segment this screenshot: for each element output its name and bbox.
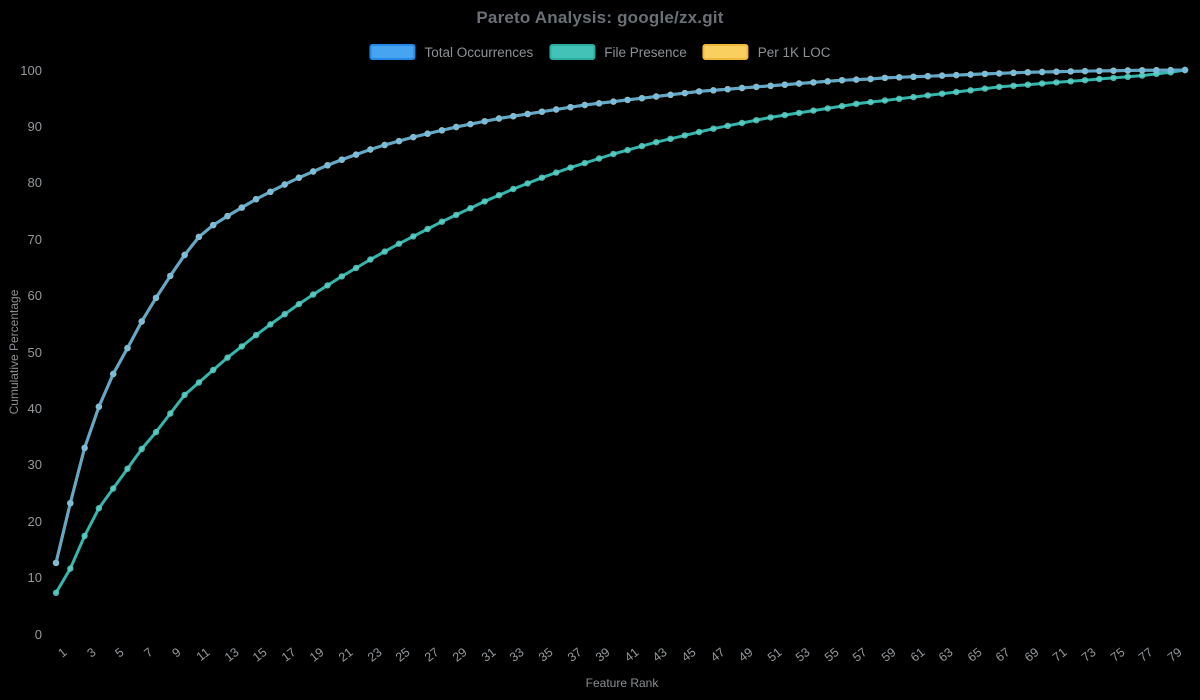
series-total-occurrences[interactable] [52, 66, 1189, 567]
series-per-1k-loc[interactable] [52, 66, 1189, 567]
y-tick-label: 40 [27, 400, 42, 416]
legend-swatch-icon [549, 44, 596, 60]
legend-item-label: File Presence [604, 44, 687, 60]
legend-item-file-presence[interactable]: File Presence [549, 44, 687, 60]
y-tick-label: 50 [27, 344, 42, 360]
y-tick-label: 30 [27, 457, 42, 473]
legend-item-per-1k-loc[interactable]: Per 1K LOC [702, 44, 831, 60]
legend-item-label: Total Occurrences [424, 44, 534, 60]
y-tick-label: 10 [27, 570, 42, 586]
chart-title: Pareto Analysis: google/zx.git [476, 8, 724, 27]
legend-item-label: Per 1K LOC [757, 44, 831, 60]
legend-swatch-icon [702, 44, 749, 60]
y-tick-label: 90 [27, 118, 42, 134]
y-tick-label: 70 [27, 231, 42, 247]
legend: Total Occurrences File Presence Per 1K L… [369, 44, 831, 60]
x-axis-title: Feature Rank [585, 676, 659, 690]
y-tick-label: 100 [20, 62, 42, 78]
legend-swatch-icon [369, 44, 416, 60]
legend-item-total-occurrences[interactable]: Total Occurrences [369, 44, 533, 60]
y-tick-label: 20 [27, 513, 42, 529]
series-file-presence[interactable] [52, 66, 1189, 596]
y-tick-label: 80 [27, 175, 42, 191]
y-tick-label: 0 [34, 626, 42, 642]
y-tick-label: 60 [27, 288, 42, 304]
